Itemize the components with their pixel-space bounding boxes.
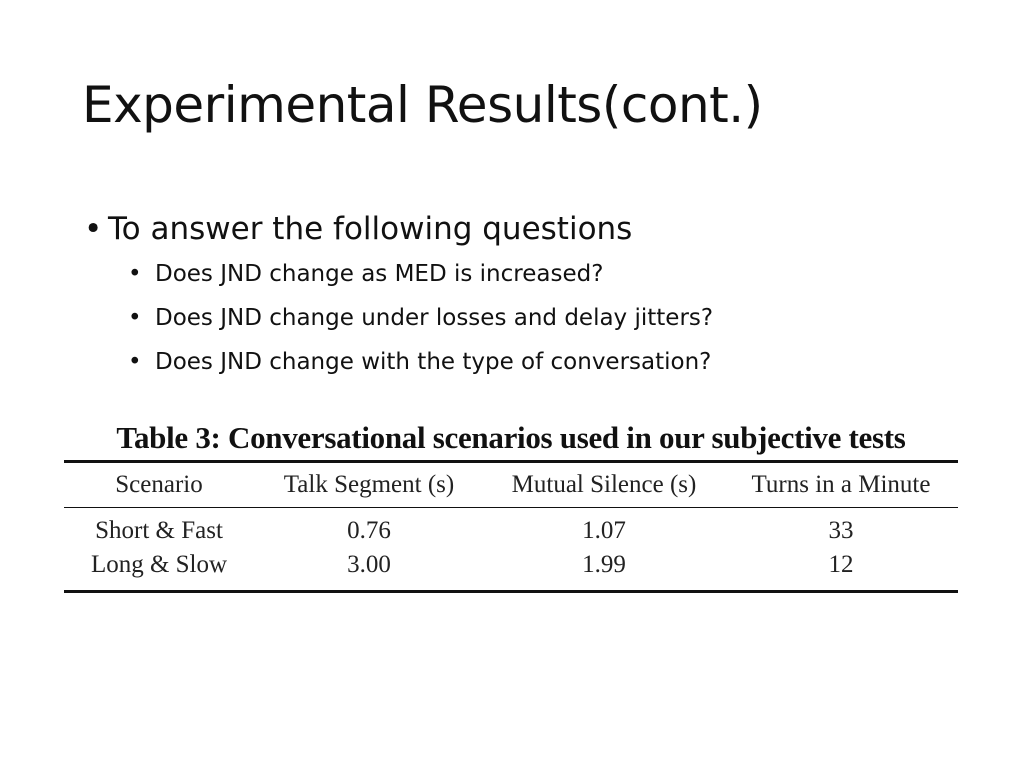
sub-bullet-1: • Does JND change as MED is increased?	[128, 252, 713, 296]
table-row: Long & Slow 3.00 1.99 12	[64, 548, 958, 590]
bullet-dot-icon: •	[84, 211, 103, 247]
table-caption: Table 3: Conversational scenarios used i…	[116, 420, 906, 455]
cell-scenario: Long & Slow	[90, 551, 228, 578]
header-talk-segment: Talk Segment (s)	[283, 471, 455, 498]
cell-mutual-silence: 1.07	[582, 517, 626, 544]
table-header-row: Scenario Talk Segment (s) Mutual Silence…	[64, 463, 958, 507]
scenario-table: Scenario Talk Segment (s) Mutual Silence…	[64, 463, 958, 590]
sub-bullet-text: Does JND change under losses and delay j…	[155, 305, 714, 331]
bullet-main: • To answer the following questions • Does…	[84, 206, 713, 384]
table-figure: Table 3: Conversational scenarios used i…	[64, 420, 958, 593]
cell-scenario: Short & Fast	[95, 517, 223, 544]
sub-bullet-text: Does JND change with the type of convers…	[155, 349, 712, 375]
sub-bullet-3: • Does JND change with the type of conver…	[128, 340, 713, 384]
header-scenario: Scenario	[115, 471, 203, 498]
header-mutual-silence: Mutual Silence (s)	[511, 471, 697, 498]
cell-turns: 12	[828, 551, 854, 578]
cell-talk-segment: 3.00	[347, 551, 391, 578]
bullet-list: • To answer the following questions • Does…	[84, 206, 713, 384]
bullet-dot-icon: •	[128, 261, 142, 287]
slide-title: Experimental Results(cont.)	[82, 76, 763, 134]
bullet-dot-icon: •	[128, 349, 142, 375]
sub-bullet-text: Does JND change as MED is increased?	[155, 261, 604, 287]
cell-talk-segment: 0.76	[347, 517, 391, 544]
bullet-dot-icon: •	[128, 305, 142, 331]
table-header-rule	[64, 507, 958, 508]
cell-mutual-silence: 1.99	[582, 551, 626, 578]
cell-turns: 33	[828, 517, 854, 544]
table-top-rule	[64, 460, 958, 463]
sub-bullet-2: • Does JND change under losses and delay …	[128, 296, 713, 340]
table-bottom-rule	[64, 590, 958, 593]
sub-bullet-list: • Does JND change as MED is increased? • D…	[84, 252, 713, 384]
header-turns-in-minute: Turns in a Minute	[751, 471, 931, 498]
table-row: Short & Fast 0.76 1.07 33	[64, 508, 958, 548]
bullet-main-text: To answer the following questions	[108, 211, 633, 247]
